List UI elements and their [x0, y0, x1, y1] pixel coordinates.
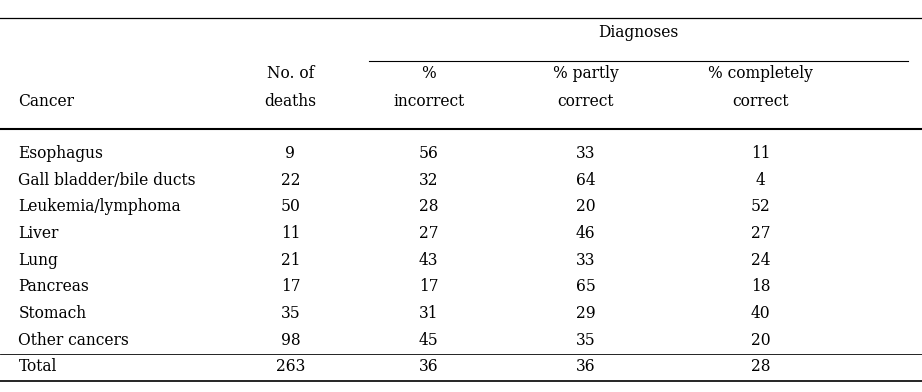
- Text: 17: 17: [419, 278, 439, 296]
- Text: 40: 40: [751, 305, 771, 322]
- Text: Lung: Lung: [18, 252, 58, 269]
- Text: %: %: [421, 65, 436, 82]
- Text: 64: 64: [575, 172, 596, 189]
- Text: Liver: Liver: [18, 225, 59, 242]
- Text: 98: 98: [280, 332, 301, 349]
- Text: Leukemia/lymphoma: Leukemia/lymphoma: [18, 198, 181, 216]
- Text: 50: 50: [280, 198, 301, 216]
- Text: No. of: No. of: [266, 65, 314, 82]
- Text: % completely: % completely: [708, 65, 813, 82]
- Text: 21: 21: [280, 252, 301, 269]
- Text: correct: correct: [732, 93, 789, 110]
- Text: Pancreas: Pancreas: [18, 278, 89, 296]
- Text: 31: 31: [419, 305, 439, 322]
- Text: Esophagus: Esophagus: [18, 145, 103, 162]
- Text: Diagnoses: Diagnoses: [598, 24, 679, 41]
- Text: 22: 22: [280, 172, 301, 189]
- Text: 27: 27: [419, 225, 439, 242]
- Text: 4: 4: [756, 172, 765, 189]
- Text: 263: 263: [276, 358, 305, 376]
- Text: 56: 56: [419, 145, 439, 162]
- Text: incorrect: incorrect: [393, 93, 465, 110]
- Text: 35: 35: [280, 305, 301, 322]
- Text: Other cancers: Other cancers: [18, 332, 129, 349]
- Text: 52: 52: [751, 198, 771, 216]
- Text: 20: 20: [575, 198, 596, 216]
- Text: 45: 45: [419, 332, 439, 349]
- Text: deaths: deaths: [265, 93, 316, 110]
- Text: 46: 46: [575, 225, 596, 242]
- Text: 36: 36: [575, 358, 596, 376]
- Text: Total: Total: [18, 358, 57, 376]
- Text: Cancer: Cancer: [18, 93, 75, 110]
- Text: 29: 29: [575, 305, 596, 322]
- Text: 32: 32: [419, 172, 439, 189]
- Text: 20: 20: [751, 332, 771, 349]
- Text: 11: 11: [751, 145, 771, 162]
- Text: Stomach: Stomach: [18, 305, 87, 322]
- Text: 35: 35: [575, 332, 596, 349]
- Text: 18: 18: [751, 278, 771, 296]
- Text: % partly: % partly: [552, 65, 619, 82]
- Text: 28: 28: [751, 358, 771, 376]
- Text: 17: 17: [280, 278, 301, 296]
- Text: 36: 36: [419, 358, 439, 376]
- Text: 28: 28: [419, 198, 439, 216]
- Text: 65: 65: [575, 278, 596, 296]
- Text: 27: 27: [751, 225, 771, 242]
- Text: 43: 43: [419, 252, 439, 269]
- Text: 33: 33: [575, 145, 596, 162]
- Text: 9: 9: [286, 145, 295, 162]
- Text: 24: 24: [751, 252, 771, 269]
- Text: Gall bladder/bile ducts: Gall bladder/bile ducts: [18, 172, 196, 189]
- Text: 33: 33: [575, 252, 596, 269]
- Text: 11: 11: [280, 225, 301, 242]
- Text: correct: correct: [557, 93, 614, 110]
